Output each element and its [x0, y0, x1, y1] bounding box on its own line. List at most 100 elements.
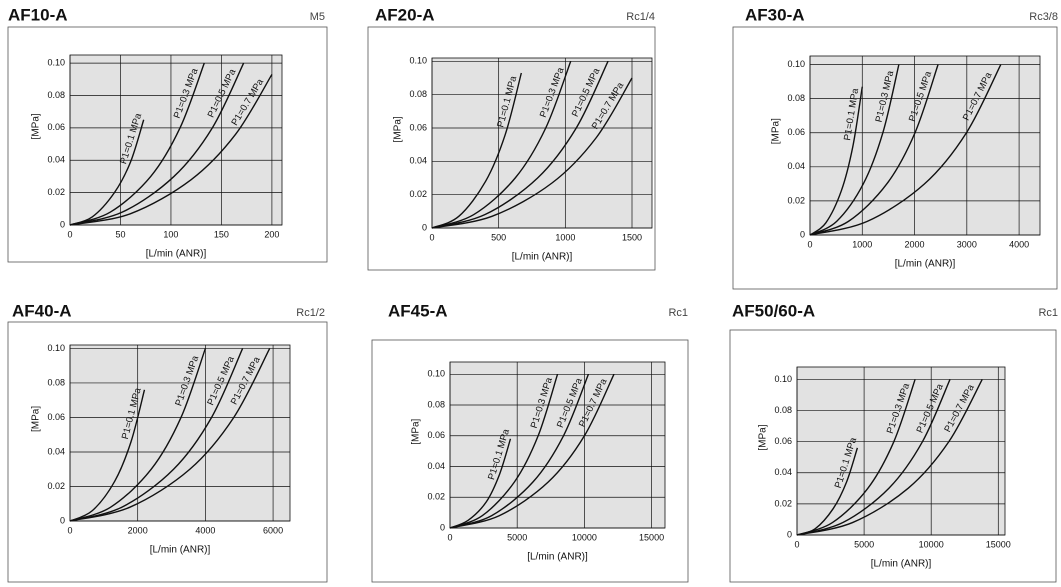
flow-curve	[809, 64, 1002, 236]
flow-curve	[69, 348, 271, 522]
flow-curve	[69, 74, 273, 226]
panel-title: AF10-A	[8, 5, 68, 24]
x-tick-label: 5000	[854, 539, 874, 549]
port-label: Rc1	[1038, 307, 1058, 319]
flow-curve	[69, 348, 207, 522]
x-tick-label: 5000	[507, 532, 527, 542]
y-tick-label: 0	[440, 522, 445, 532]
port-label: Rc1/4	[626, 11, 655, 23]
y-tick-label: 0	[787, 529, 792, 539]
y-tick-label: 0.06	[774, 436, 792, 446]
x-tick-label: 0	[67, 229, 72, 239]
flow-curve	[431, 77, 633, 229]
y-tick-label: 0.10	[47, 57, 65, 67]
y-axis-label: [MPa]	[393, 116, 404, 142]
y-tick-label: 0.06	[787, 127, 805, 137]
y-tick-label: 0.06	[47, 122, 65, 132]
plot-area	[796, 366, 1006, 536]
y-tick-label: 0.10	[47, 343, 65, 353]
port-label: Rc3/8	[1029, 11, 1058, 23]
y-tick-label: 0.08	[47, 377, 65, 387]
plot-area	[449, 361, 666, 529]
y-tick-label: 0.10	[774, 374, 792, 384]
y-tick-label: 0.02	[47, 187, 65, 197]
y-tick-label: 0.04	[787, 161, 805, 171]
plot-area	[69, 54, 283, 226]
y-tick-label: 0.10	[427, 369, 445, 379]
panel-title: AF30-A	[745, 5, 805, 24]
x-axis-label: [L/min (ANR)]	[512, 252, 573, 263]
x-tick-label: 0	[429, 232, 434, 242]
y-tick-label: 0.04	[427, 461, 445, 471]
y-tick-label: 0.06	[427, 430, 445, 440]
x-tick-label: 100	[163, 229, 178, 239]
y-axis-label: [MPa]	[758, 424, 769, 450]
x-tick-label: 0	[794, 539, 799, 549]
x-axis-label: [L/min (ANR)]	[871, 559, 932, 570]
x-tick-label: 4000	[1009, 239, 1029, 249]
x-tick-label: 0	[807, 239, 812, 249]
y-tick-label: 0	[60, 219, 65, 229]
y-tick-label: 0.08	[47, 90, 65, 100]
port-label: M5	[310, 11, 325, 23]
flow-curve	[431, 61, 572, 229]
x-tick-label: 6000	[263, 525, 283, 535]
flow-curve	[431, 61, 609, 229]
panel-title: AF40-A	[12, 301, 72, 320]
x-tick-label: 150	[214, 229, 229, 239]
x-tick-label: 50	[115, 229, 125, 239]
port-label: Rc1	[668, 307, 688, 319]
x-tick-label: 2000	[905, 239, 925, 249]
x-tick-label: 15000	[639, 532, 664, 542]
y-tick-label: 0.04	[409, 156, 427, 166]
y-axis-label: [MPa]	[31, 406, 42, 432]
y-tick-label: 0.10	[787, 59, 805, 69]
flow-curve	[809, 64, 939, 236]
y-axis-label: [MPa]	[771, 118, 782, 144]
y-axis-label: [MPa]	[411, 418, 422, 444]
y-tick-label: 0.02	[409, 189, 427, 199]
port-label: Rc1/2	[296, 307, 325, 319]
y-tick-label: 0.08	[409, 89, 427, 99]
x-tick-label: 15000	[986, 539, 1011, 549]
y-tick-label: 0.04	[774, 467, 792, 477]
flow-curve	[449, 373, 615, 529]
y-tick-label: 0.06	[47, 412, 65, 422]
flow-curve	[69, 62, 205, 226]
y-tick-label: 0.06	[409, 122, 427, 132]
panel-title: AF20-A	[375, 5, 435, 24]
x-tick-label: 0	[67, 525, 72, 535]
y-tick-label: 0.08	[774, 405, 792, 415]
x-tick-label: 1000	[555, 232, 575, 242]
x-axis-label: [L/min (ANR)]	[895, 259, 956, 270]
panel-title: AF50/60-A	[732, 301, 815, 320]
y-tick-label: 0.02	[427, 492, 445, 502]
x-tick-label: 3000	[957, 239, 977, 249]
flow-curve	[69, 348, 244, 522]
y-tick-label: 0.02	[774, 498, 792, 508]
y-tick-label: 0.08	[427, 399, 445, 409]
y-tick-label: 0.04	[47, 155, 65, 165]
flow-curve	[809, 64, 900, 236]
flow-curve	[449, 374, 559, 529]
x-axis-label: [L/min (ANR)]	[146, 249, 207, 260]
x-tick-label: 2000	[128, 525, 148, 535]
x-axis-label: [L/min (ANR)]	[527, 552, 588, 563]
panel-title: AF45-A	[388, 301, 448, 320]
x-tick-label: 200	[264, 229, 279, 239]
x-tick-label: 1500	[622, 232, 642, 242]
y-tick-label: 0	[800, 229, 805, 239]
y-tick-label: 0.02	[787, 195, 805, 205]
y-tick-label: 0	[60, 515, 65, 525]
flow-curve	[449, 374, 590, 529]
x-tick-label: 1000	[852, 239, 872, 249]
flow-curve	[809, 86, 863, 236]
flow-curve	[69, 389, 146, 522]
x-tick-label: 10000	[919, 539, 944, 549]
flow-curve	[431, 72, 523, 229]
flow-curve	[69, 62, 245, 226]
x-tick-label: 500	[491, 232, 506, 242]
y-tick-label: 0	[422, 222, 427, 232]
plot-area	[69, 344, 291, 522]
